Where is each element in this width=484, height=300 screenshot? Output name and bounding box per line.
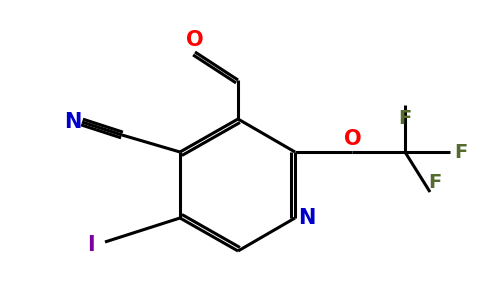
Text: F: F [428,173,441,193]
Text: O: O [186,30,204,50]
Text: I: I [87,235,95,255]
Text: O: O [344,129,362,149]
Text: F: F [454,142,468,161]
Text: N: N [298,208,316,228]
Text: F: F [398,110,411,128]
Text: N: N [64,112,82,132]
